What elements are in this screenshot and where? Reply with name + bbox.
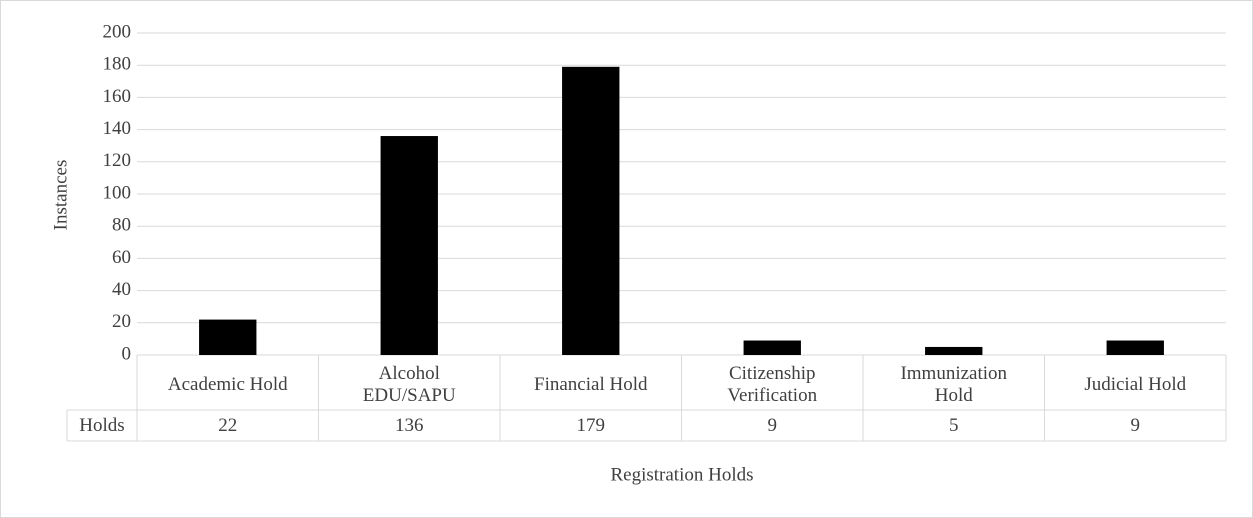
- x-tick-label: Immunization Hold: [900, 362, 1008, 406]
- y-axis-title: Instances: [50, 160, 71, 231]
- y-tick-label: 160: [103, 86, 132, 107]
- bar: [562, 66, 620, 355]
- y-tick-label: 140: [103, 118, 132, 139]
- x-tick-label: Alcohol EDU/SAPU: [362, 362, 456, 406]
- y-tick-label: 100: [103, 182, 132, 203]
- x-axis-title: Registration Holds: [610, 464, 753, 485]
- data-table-value: 179: [577, 415, 606, 436]
- y-tick-label: 0: [122, 343, 132, 364]
- y-tick-label: 20: [112, 311, 131, 332]
- y-tick-label: 120: [103, 150, 132, 171]
- bar: [380, 136, 438, 355]
- data-table-value: 9: [1131, 415, 1141, 436]
- data-table-value: 136: [395, 415, 424, 436]
- x-tick-label: Academic Hold: [167, 373, 288, 395]
- x-tick-label: Judicial Hold: [1084, 373, 1187, 395]
- y-tick-label: 60: [112, 247, 131, 268]
- data-table-value: 5: [949, 415, 959, 436]
- bar: [743, 340, 801, 355]
- bar: [1106, 340, 1164, 355]
- y-tick-label: 40: [112, 279, 131, 300]
- bar: [199, 319, 257, 355]
- y-tick-label: 180: [103, 54, 132, 75]
- bar: [925, 346, 983, 355]
- x-tick-label: Financial Hold: [534, 373, 648, 395]
- data-table-value: 22: [218, 415, 237, 436]
- x-tick-label: Citizenship Verification: [727, 362, 818, 406]
- data-table-value: 9: [768, 415, 778, 436]
- y-tick-label: 200: [103, 21, 132, 42]
- y-tick-label: 80: [112, 215, 131, 236]
- legend-label: Holds: [79, 415, 124, 436]
